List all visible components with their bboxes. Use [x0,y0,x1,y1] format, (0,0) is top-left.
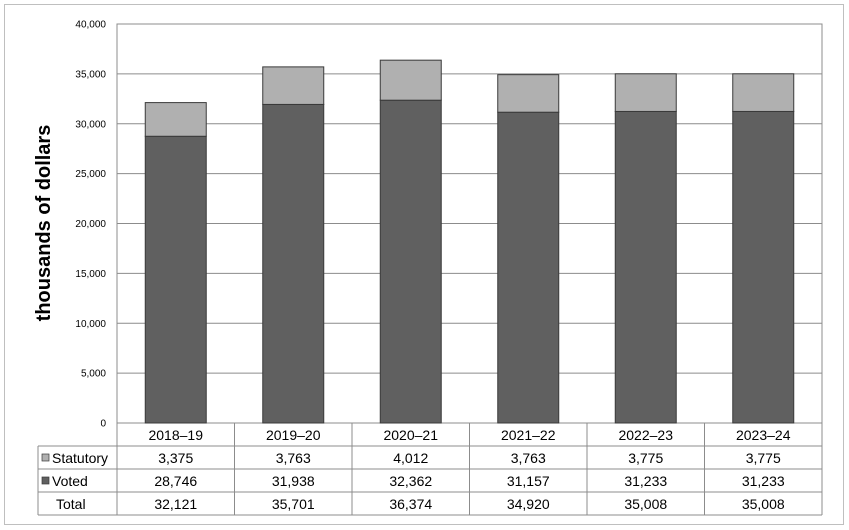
y-tick-label: 15,000 [75,269,106,280]
bar-voted [497,111,560,424]
x-tick-label: 2020–21 [383,427,438,443]
bar-statutory [614,73,677,112]
data-table: 2018–19 2019–20 2020–21 2021–22 2022–23 2023–… [37,423,823,516]
data-label-total: 35,701 [272,496,315,512]
legend-swatch-statutory [41,453,50,462]
bar-statutory [262,66,325,105]
data-label-voted: 31,233 [742,473,785,489]
legend-total: Total [56,496,86,512]
x-tick-label: 2021–22 [501,427,556,443]
y-tick-label: 20,000 [75,219,106,230]
bar-voted [614,110,677,424]
bars [144,59,795,424]
y-axis-ticks: 0 5,000 10,000 15,000 20,000 25,000 30,000 35,0… [75,20,106,430]
y-tick-label: 25,000 [75,169,106,180]
legend-voted: Voted [52,473,88,489]
x-tick-label: 2022–23 [618,427,673,443]
data-label-voted: 32,362 [389,473,432,489]
data-label-voted: 31,157 [507,473,550,489]
y-tick-label: 0 [100,419,106,430]
bar-voted [144,135,207,424]
bar-voted [262,103,325,424]
data-label-statutory: 4,012 [393,450,428,466]
bar-voted [732,110,795,424]
data-label-voted: 31,938 [272,473,315,489]
data-label-voted: 31,233 [624,473,667,489]
x-tick-label: 2019–20 [266,427,321,443]
bar-voted [379,99,442,424]
data-label-total: 34,920 [507,496,550,512]
bar-statutory [379,59,442,101]
data-label-total: 32,121 [154,496,197,512]
y-tick-label: 5,000 [81,369,106,380]
data-label-total: 35,008 [742,496,785,512]
y-tick-label: 35,000 [75,69,106,80]
bar-statutory [732,73,795,112]
legend-statutory: Statutory [52,450,108,466]
data-label-total: 35,008 [624,496,667,512]
legend-swatch-voted [41,476,50,485]
chart-frame [4,4,844,525]
data-label-total: 36,374 [389,496,432,512]
y-tick-label: 40,000 [75,20,106,31]
y-axis-label: thousands of dollars [33,125,55,322]
data-label-statutory: 3,375 [158,450,193,466]
bar-statutory [144,102,207,137]
gridlines [116,23,823,424]
data-label-voted: 28,746 [154,473,197,489]
bar-statutory [497,74,560,113]
y-tick-label: 10,000 [75,319,106,330]
y-tick-label: 30,000 [75,119,106,130]
data-label-statutory: 3,775 [746,450,781,466]
data-label-statutory: 3,775 [628,450,663,466]
x-tick-label: 2018–19 [148,427,203,443]
data-label-statutory: 3,763 [511,450,546,466]
data-label-statutory: 3,763 [276,450,311,466]
x-tick-label: 2023–24 [736,427,791,443]
